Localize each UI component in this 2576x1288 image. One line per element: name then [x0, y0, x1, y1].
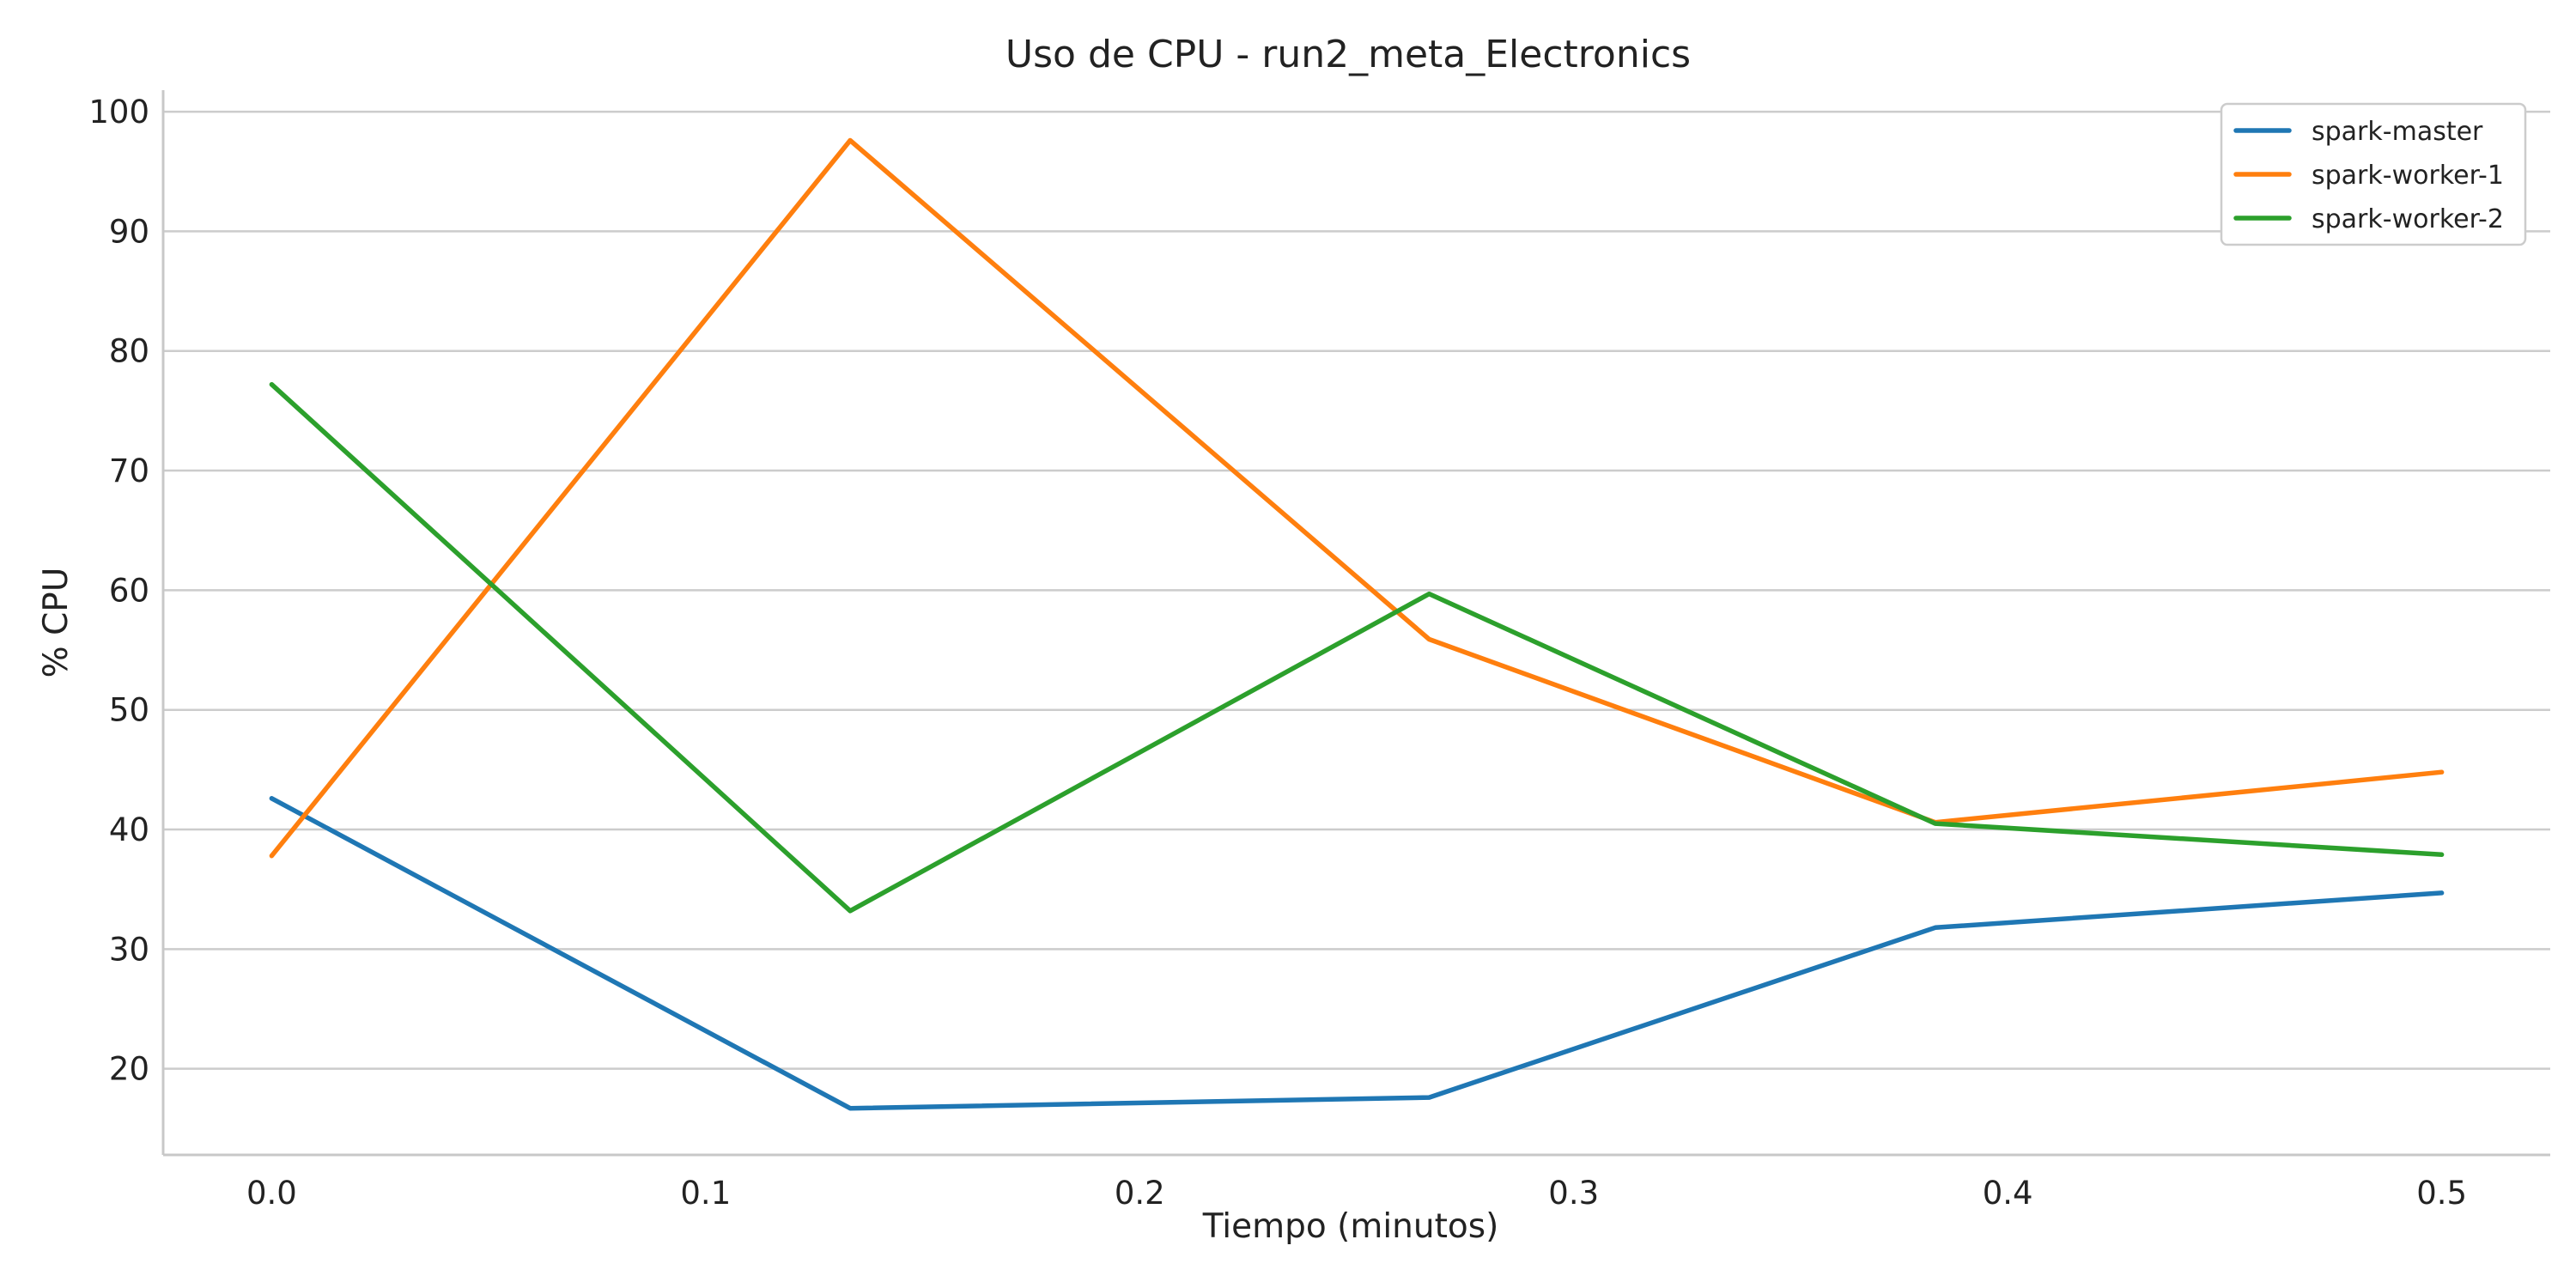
x-tick-labels: 0.0 0.1 0.2 0.3 0.4 0.5: [246, 1175, 2467, 1212]
y-tick-label: 90: [109, 213, 149, 250]
y-tick-label: 60: [109, 572, 149, 609]
grid-lines: [163, 110, 2550, 1070]
y-tick-label: 40: [109, 811, 149, 848]
x-tick-label: 0.3: [1548, 1175, 1599, 1212]
y-axis-label: % CPU: [37, 568, 76, 678]
legend-box: [2220, 102, 2527, 246]
series-lines: [269, 137, 2445, 1111]
y-tick-label: 80: [109, 333, 149, 370]
y-tick-labels: 20 30 40 50 60 70 80 90 100: [88, 94, 149, 1088]
x-tick-label: 0.1: [680, 1175, 731, 1212]
y-tick-label: 100: [88, 94, 149, 131]
x-tick-label: 0.2: [1115, 1175, 1165, 1212]
axis-spines: [161, 90, 2550, 1157]
x-tick-label: 0.4: [1983, 1175, 2033, 1212]
x-tick-label: 0.5: [2416, 1175, 2467, 1212]
y-tick-label: 70: [109, 453, 149, 489]
legend-label-spark-worker-2: spark-worker-2: [2312, 204, 2504, 234]
series-line-spark-worker-2: [269, 381, 2445, 914]
x-tick-label: 0.0: [246, 1175, 297, 1212]
x-axis-label: Tiempo (minutos): [1202, 1207, 1499, 1246]
series-line-spark-worker-1: [269, 137, 2445, 859]
legend: spark-master spark-worker-1 spark-worker-2: [2220, 102, 2527, 246]
legend-label-spark-worker-1: spark-worker-1: [2312, 161, 2504, 191]
y-tick-label: 20: [109, 1051, 149, 1088]
legend-label-spark-master: spark-master: [2312, 117, 2483, 147]
y-tick-label: 30: [109, 931, 149, 968]
series-line-spark-master: [269, 796, 2445, 1111]
chart-title: Uso de CPU - run2_meta_Electronics: [1005, 33, 1691, 76]
y-tick-label: 50: [109, 692, 149, 729]
